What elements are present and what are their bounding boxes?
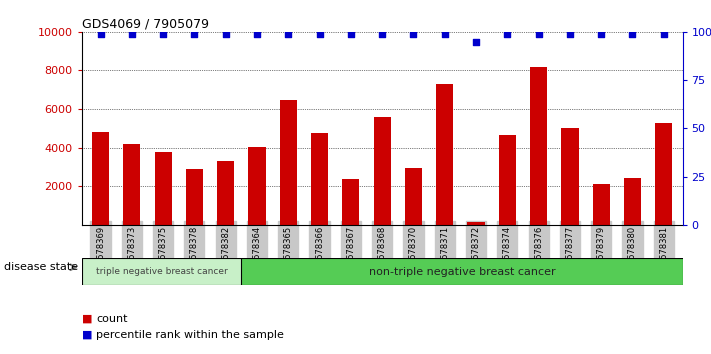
Bar — [217, 161, 235, 225]
Text: ■: ■ — [82, 330, 92, 339]
Bar — [248, 147, 266, 225]
Text: GDS4069 / 7905079: GDS4069 / 7905079 — [82, 18, 209, 31]
Point — [126, 31, 137, 36]
Bar — [82, 258, 241, 285]
Text: count: count — [96, 314, 127, 324]
Bar — [530, 67, 547, 225]
Text: percentile rank within the sample: percentile rank within the sample — [96, 330, 284, 339]
Bar — [279, 100, 297, 225]
Point — [220, 31, 231, 36]
Bar — [561, 128, 579, 225]
Point — [188, 31, 200, 36]
Point — [251, 31, 262, 36]
Bar — [655, 122, 673, 225]
Bar — [92, 132, 109, 225]
Bar — [405, 168, 422, 225]
Point — [627, 31, 638, 36]
Bar — [436, 84, 454, 225]
Bar — [186, 169, 203, 225]
Point — [596, 31, 607, 36]
Point — [658, 31, 670, 36]
Point — [439, 31, 451, 36]
Bar — [498, 135, 516, 225]
Bar — [624, 177, 641, 225]
Point — [408, 31, 419, 36]
Text: non-triple negative breast cancer: non-triple negative breast cancer — [368, 267, 555, 277]
Point — [345, 31, 356, 36]
Bar — [123, 144, 141, 225]
Point — [377, 31, 388, 36]
Bar — [154, 153, 172, 225]
Bar — [373, 117, 391, 225]
Text: triple negative breast cancer: triple negative breast cancer — [96, 267, 228, 276]
Bar — [342, 179, 360, 225]
Bar — [241, 258, 683, 285]
Point — [157, 31, 169, 36]
Point — [282, 31, 294, 36]
Text: ■: ■ — [82, 314, 92, 324]
Bar — [592, 184, 610, 225]
Bar — [311, 133, 328, 225]
Point — [533, 31, 545, 36]
Point — [502, 31, 513, 36]
Point — [95, 31, 106, 36]
Point — [471, 39, 482, 44]
Point — [314, 31, 325, 36]
Point — [565, 31, 576, 36]
Text: disease state: disease state — [4, 262, 77, 272]
Bar — [467, 222, 485, 225]
